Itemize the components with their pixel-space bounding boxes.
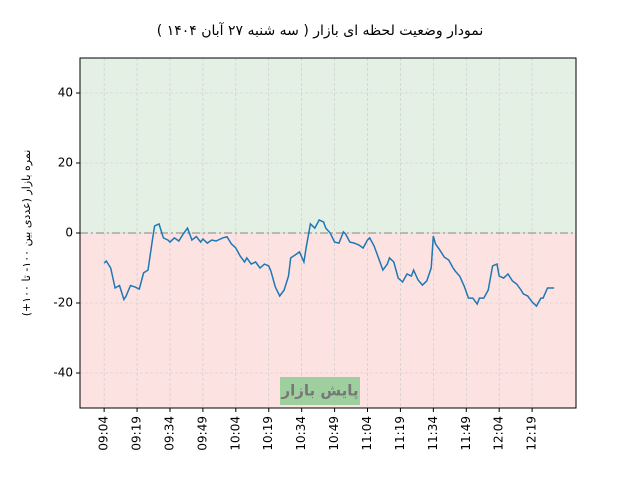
x-tick-label: 11:49	[459, 416, 473, 451]
axes-frame	[79, 57, 577, 409]
positive-zone	[80, 58, 576, 233]
x-tick-label: 10:34	[294, 416, 308, 451]
x-tick-label: 12:19	[525, 416, 539, 451]
x-tick-label: 12:04	[492, 416, 506, 451]
y-tick-label: 40	[58, 86, 73, 100]
chart-title: نمودار وضعیت لحظه ای بازار ( سه شنبه ۲۷ …	[157, 22, 483, 39]
x-tick-label: 10:19	[261, 416, 275, 451]
x-tick-label: 09:49	[195, 416, 209, 451]
y-tick-label: -20	[53, 296, 73, 310]
x-tick-label: 11:19	[393, 416, 407, 451]
x-tick-label: 10:04	[228, 416, 242, 451]
annotation-text: پایش بازار	[281, 382, 359, 401]
x-tick-label: 11:34	[426, 416, 440, 451]
data-line	[103, 219, 555, 308]
y-tick-label: -40	[53, 366, 73, 380]
x-tick-label: 10:49	[327, 416, 341, 451]
x-tick-label: 09:04	[97, 416, 111, 451]
annotation-box	[280, 377, 360, 405]
x-tick-label: 11:04	[360, 416, 374, 451]
x-tick-label: 09:34	[162, 416, 176, 451]
y-tick-label: 20	[58, 156, 73, 170]
x-tick-label: 09:19	[130, 416, 144, 451]
y-tick-label: 0	[65, 226, 73, 240]
y-axis-label: نمره بازار (عددی بین ۱۰۰- تا ۱۰۰+)	[20, 150, 33, 317]
